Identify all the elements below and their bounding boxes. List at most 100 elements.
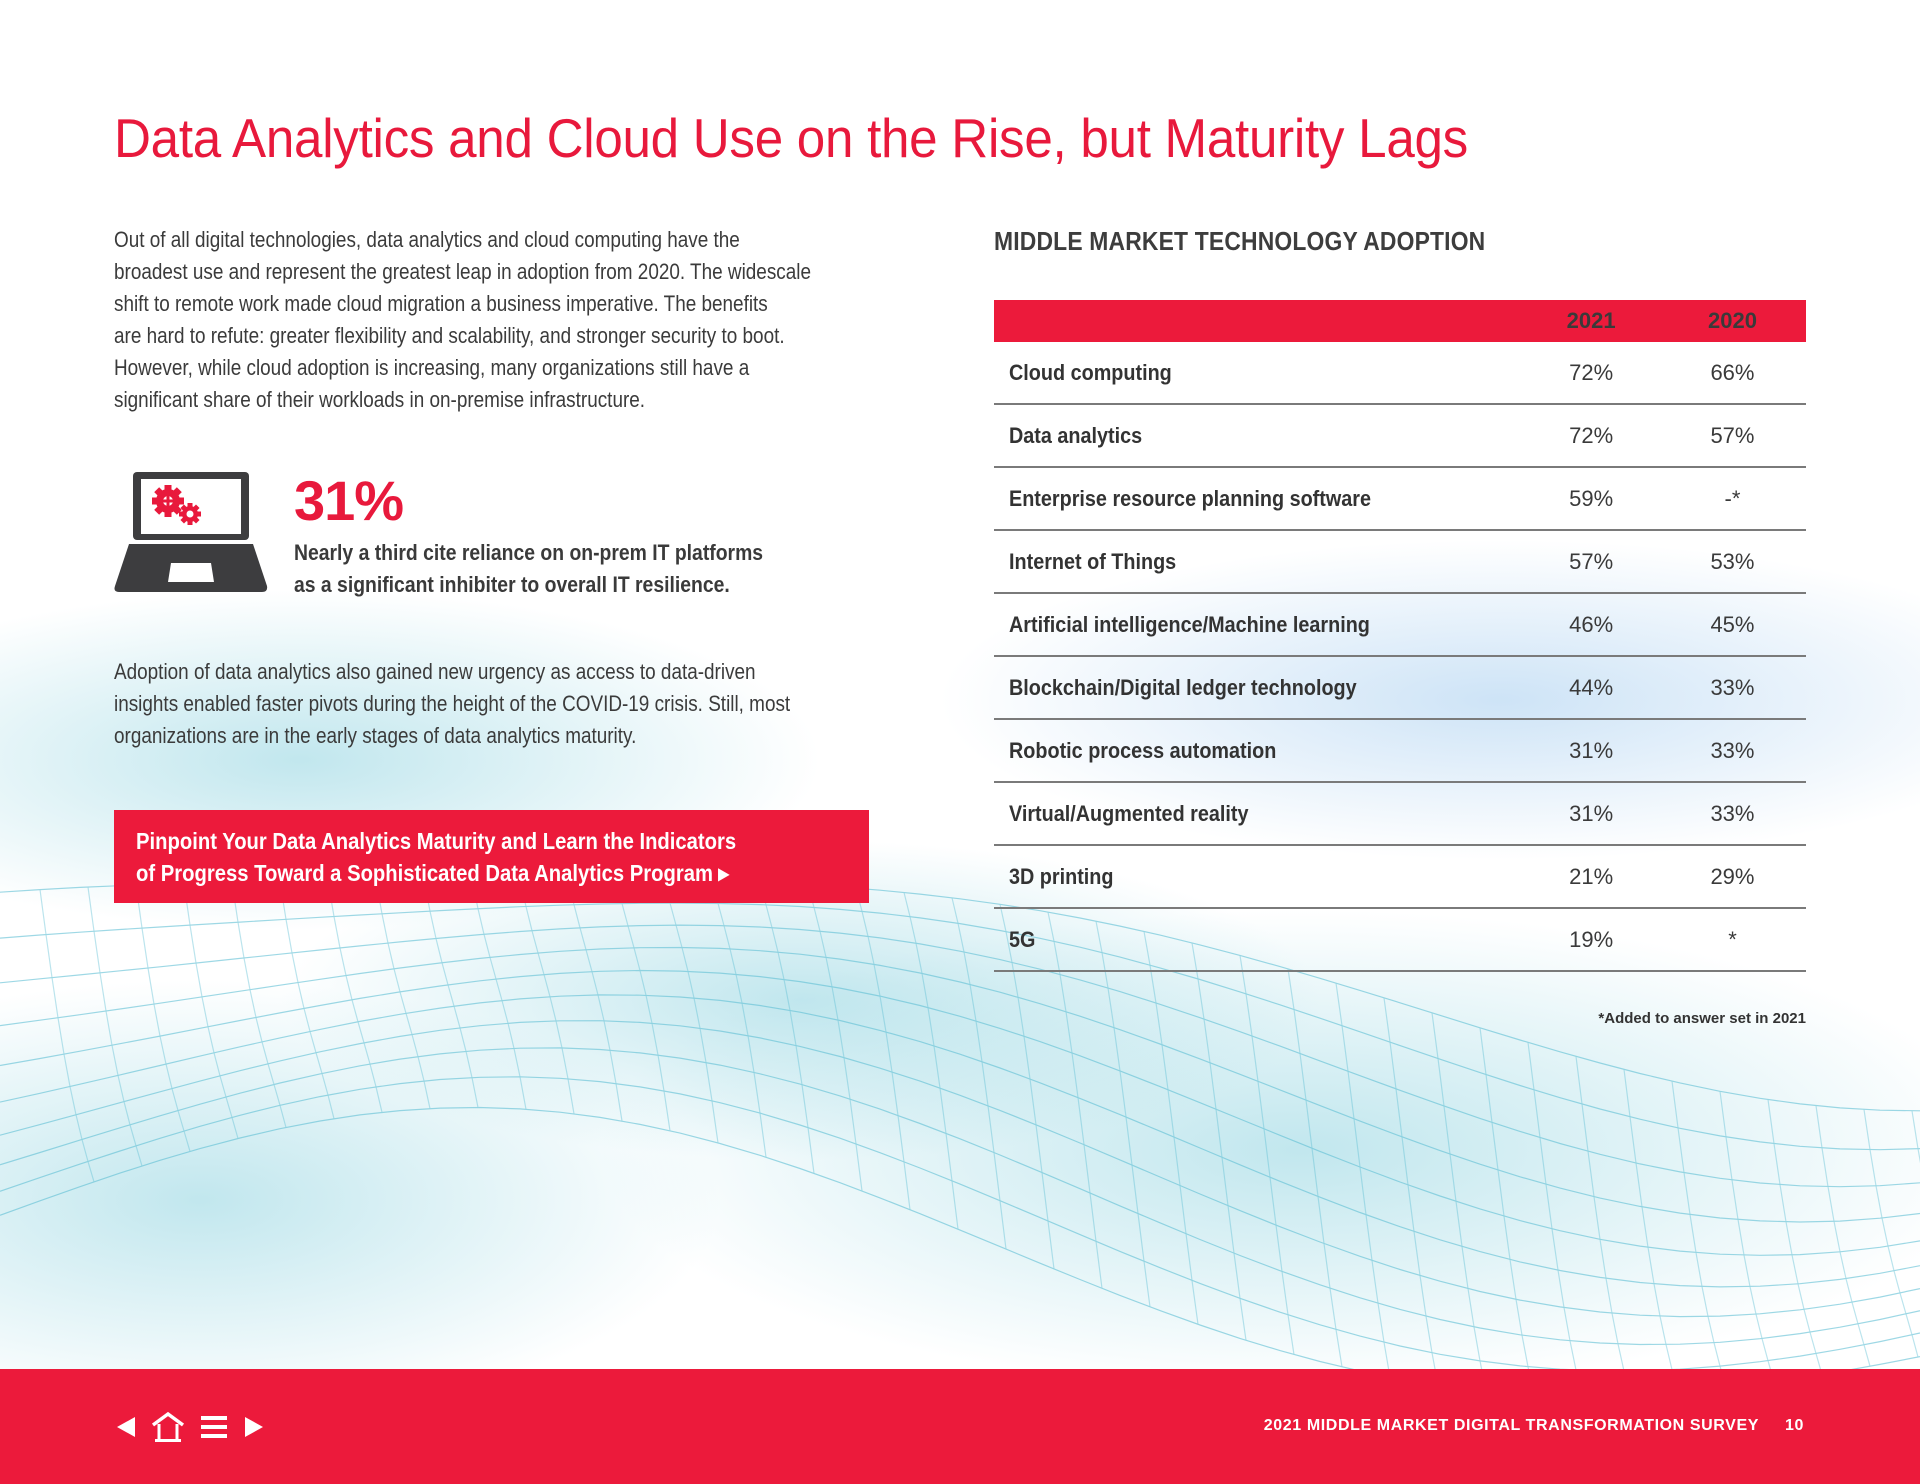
mesh-line [759, 882, 815, 1174]
mesh-line [0, 969, 1920, 1256]
value-2020-cell: 66% [1658, 342, 1806, 405]
value-2021: 46% [1569, 611, 1614, 637]
value-2021: 31% [1569, 737, 1614, 763]
technology-name-cell: Artificial intelligence/Machine learning [994, 593, 1524, 657]
technology-name-cell: Virtual/Augmented reality [994, 782, 1524, 846]
menu-icon [201, 1416, 227, 1438]
mesh-line [423, 879, 479, 1108]
technology-name-cell: Data analytics [994, 404, 1524, 468]
technology-name-cell: Internet of Things [994, 530, 1524, 594]
value-2021-cell: 72% [1523, 342, 1659, 405]
mesh-line [327, 880, 383, 1113]
mesh-line [807, 884, 863, 1192]
mesh-line [1719, 1091, 1772, 1370]
survey-title: 2021 MIDDLE MARKET DIGITAL TRANSFORMATIO… [1263, 1417, 1759, 1434]
mesh-line [1383, 997, 1436, 1370]
column-header-technology [994, 300, 1523, 342]
triangle-right-icon [245, 1417, 263, 1437]
table-row: Internet of Things 57% 53% [994, 530, 1806, 594]
value-2021-cell: 57% [1523, 530, 1659, 594]
value-2020: 53% [1710, 548, 1755, 574]
adoption-line: organizations are in the early stages of… [114, 723, 637, 748]
value-2021: 59% [1569, 485, 1614, 511]
triangle-left-icon [117, 1417, 135, 1437]
table-row: Artificial intelligence/Machine learning… [994, 593, 1806, 657]
value-2021: 21% [1569, 863, 1614, 889]
adoption-paragraph: Adoption of data analytics also gained n… [114, 656, 790, 752]
value-2020-cell: 33% [1658, 719, 1806, 783]
technology-name-cell: Robotic process automation [994, 719, 1524, 783]
intro-line: Out of all digital technologies, data an… [114, 227, 740, 252]
value-2021-cell: 21% [1523, 845, 1659, 909]
mesh-line [0, 1047, 1920, 1346]
footer-survey-title: 2021 MIDDLE MARKET DIGITAL TRANSFORMATIO… [1264, 1417, 1804, 1435]
mesh-line [1767, 1099, 1822, 1370]
technology-name-cell: Cloud computing [994, 342, 1524, 405]
footer-navigation [114, 1411, 266, 1442]
technology-name: Artificial intelligence/Machine learning [1009, 611, 1370, 637]
mesh-line [1575, 1056, 1625, 1370]
mesh-line [1527, 1042, 1577, 1370]
table-row: Virtual/Augmented reality 31% 33% [994, 782, 1806, 846]
value-2020-cell: 29% [1658, 845, 1806, 909]
previous-page-button[interactable] [114, 1413, 138, 1441]
value-2021-cell: 59% [1523, 467, 1659, 531]
mesh-line [0, 946, 1920, 1223]
technology-name: Cloud computing [1009, 359, 1172, 385]
mesh-line [0, 1106, 1920, 1370]
value-2020: -* [1724, 485, 1741, 511]
mesh-line [1623, 1069, 1673, 1370]
mesh-line [375, 880, 431, 1109]
value-2020-cell: 33% [1658, 656, 1806, 720]
mesh-line [1815, 1105, 1871, 1367]
adoption-line: insights enabled faster pivots during th… [114, 691, 791, 716]
technology-name: Virtual/Augmented reality [1009, 800, 1249, 826]
value-2020-cell: -* [1658, 467, 1806, 531]
home-button[interactable] [150, 1411, 186, 1442]
mesh-line [0, 924, 1920, 1188]
mesh-line [183, 883, 239, 1139]
mesh-line [87, 887, 143, 1167]
mesh-line [1863, 1109, 1919, 1358]
value-2021: 72% [1569, 359, 1614, 385]
intro-paragraph: Out of all digital technologies, data an… [114, 224, 811, 416]
value-2020-cell: * [1658, 908, 1806, 972]
value-2020: 33% [1710, 800, 1755, 826]
technology-name: 3D printing [1009, 863, 1114, 889]
stat-description: Nearly a third cite reliance on on-prem … [294, 537, 763, 601]
next-page-button[interactable] [242, 1413, 266, 1441]
mesh-line [519, 879, 575, 1114]
page-title: Data Analytics and Cloud Use on the Rise… [114, 107, 1468, 169]
menu-button[interactable] [200, 1413, 228, 1441]
value-2020: 33% [1710, 674, 1755, 700]
mesh-line [39, 889, 95, 1182]
data-analytics-maturity-link-button[interactable]: Pinpoint Your Data Analytics Maturity an… [114, 810, 869, 903]
mesh-line [1479, 1027, 1530, 1370]
mesh-line [1239, 955, 1295, 1355]
table-row: Robotic process automation 31% 33% [994, 719, 1806, 783]
table-row: Blockchain/Digital ledger technology 44% 3… [994, 656, 1806, 720]
intro-line: are hard to refute: greater flexibility … [114, 323, 785, 348]
technology-name: Robotic process automation [1009, 737, 1277, 763]
table-row: Cloud computing 72% 66% [994, 342, 1806, 405]
page-number: 10 [1785, 1417, 1804, 1434]
value-2020: * [1728, 926, 1737, 952]
value-2021: 31% [1569, 800, 1614, 826]
mesh-line [0, 1020, 1920, 1318]
adoption-line: Adoption of data analytics also gained n… [114, 659, 756, 684]
mesh-line [1431, 1012, 1483, 1370]
table-row: 3D printing 21% 29% [994, 845, 1806, 909]
mesh-line [1143, 931, 1199, 1325]
value-2020: 45% [1710, 611, 1755, 637]
mesh-line [0, 1076, 1920, 1370]
stat-line: as a significant inhibiter to overall IT… [294, 572, 730, 597]
mesh-line [231, 882, 287, 1128]
intro-line: broadest use and represent the greatest … [114, 259, 812, 284]
mesh-line [855, 888, 911, 1210]
value-2021: 72% [1569, 422, 1614, 448]
mesh-line [1335, 983, 1390, 1370]
mesh-line [567, 879, 623, 1122]
technology-name-cell: 5G [994, 908, 1524, 972]
mesh-line [1191, 942, 1247, 1341]
table-row: Data analytics 72% 57% [994, 404, 1806, 468]
